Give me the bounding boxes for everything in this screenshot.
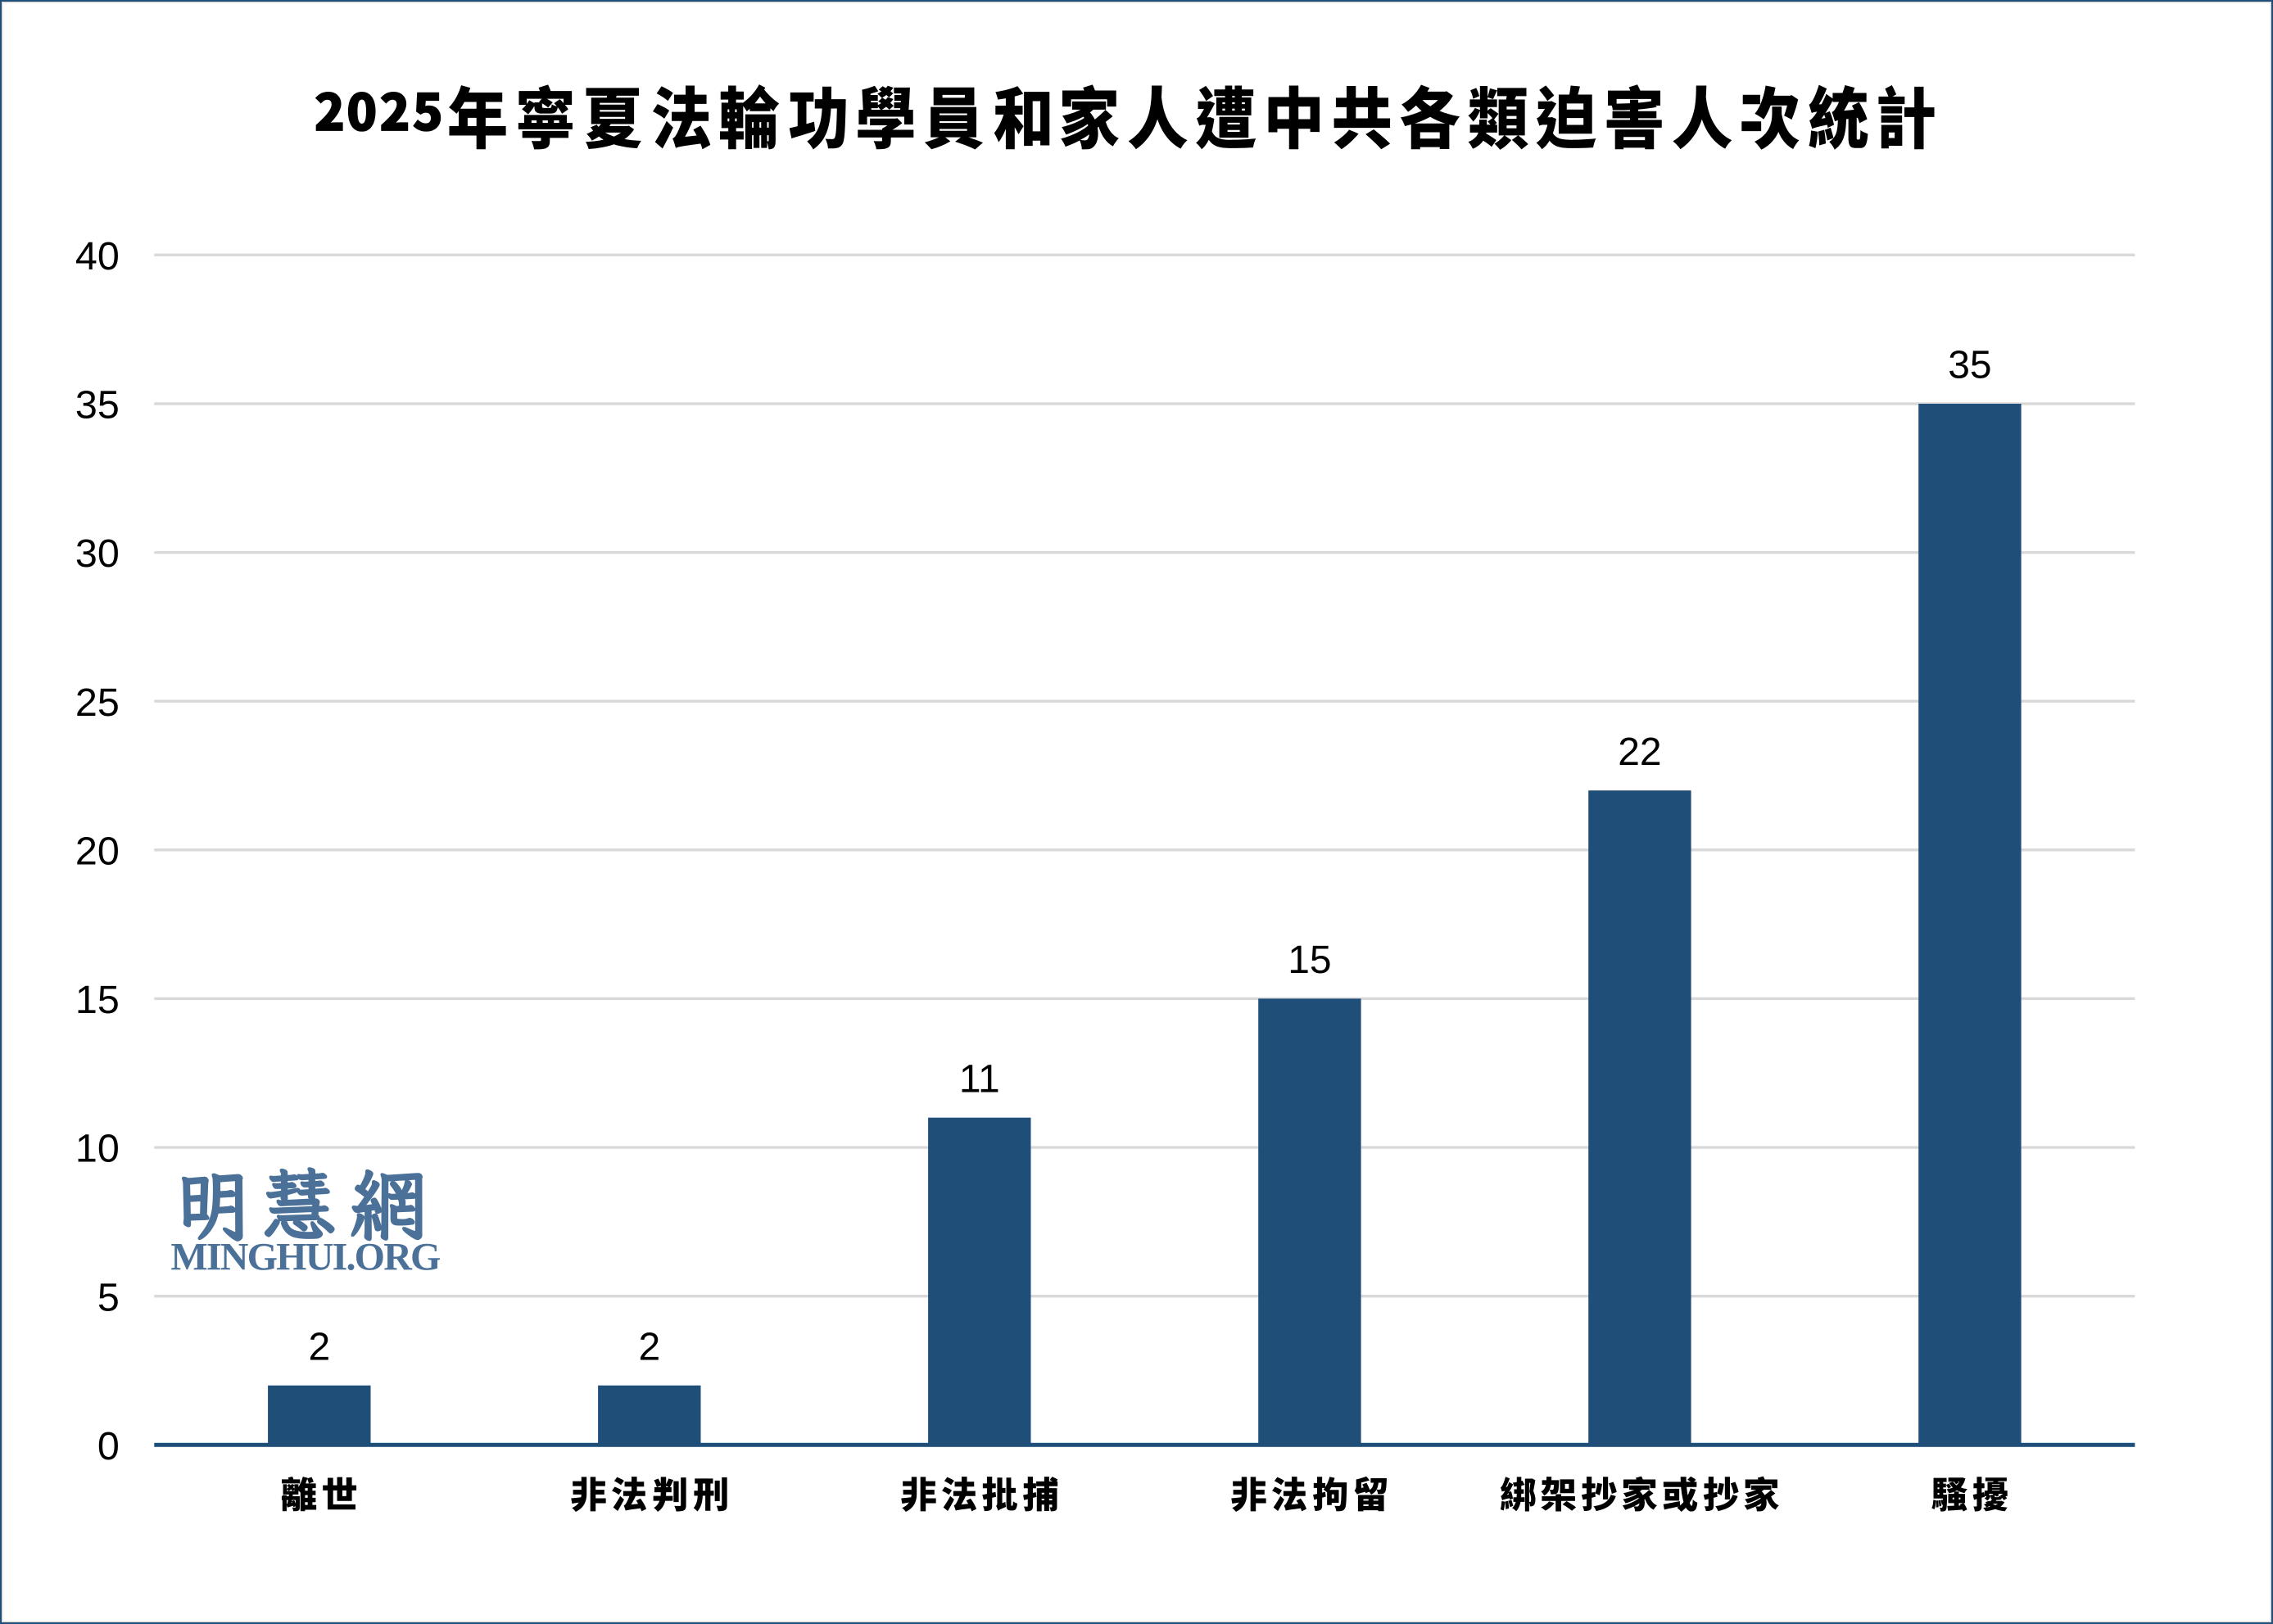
svg-text:15: 15 <box>1288 939 1331 982</box>
svg-text:35: 35 <box>1948 344 1991 387</box>
svg-text:30: 30 <box>75 532 120 576</box>
svg-text:40: 40 <box>75 234 120 278</box>
svg-text:15: 15 <box>75 978 120 1022</box>
svg-text:35: 35 <box>75 383 120 427</box>
svg-text:MINGHUI.ORG: MINGHUI.ORG <box>170 1235 441 1278</box>
svg-text:20: 20 <box>75 829 120 873</box>
svg-text:25: 25 <box>75 681 120 725</box>
svg-text:2: 2 <box>638 1325 660 1368</box>
svg-text:2: 2 <box>308 1325 330 1368</box>
svg-text:22: 22 <box>1618 731 1661 774</box>
svg-text:10: 10 <box>75 1127 120 1171</box>
svg-text:11: 11 <box>959 1057 1000 1101</box>
svg-text:0: 0 <box>97 1424 120 1468</box>
svg-text:5: 5 <box>97 1275 120 1319</box>
